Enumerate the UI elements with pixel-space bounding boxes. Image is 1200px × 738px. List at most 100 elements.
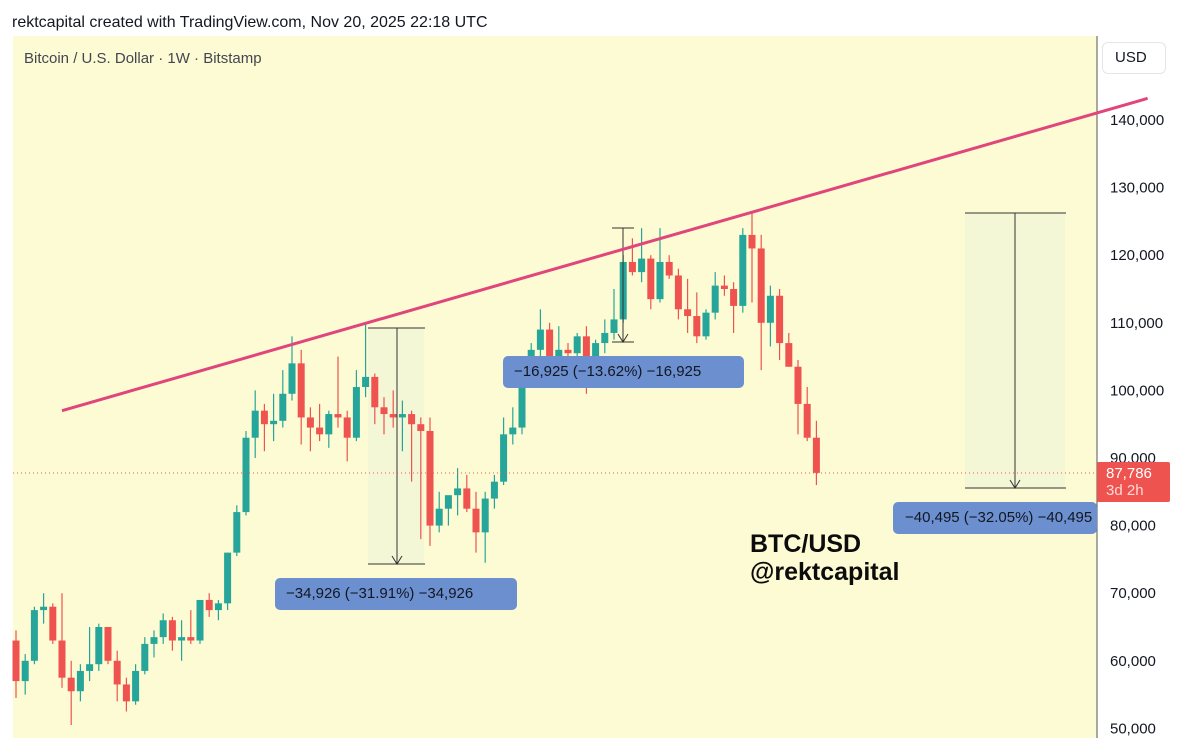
candle [288,336,296,401]
candle [306,407,314,452]
candle [187,610,195,644]
last-price-tag: 87,786 3d 2h [1097,462,1170,502]
candle-countdown: 3d 2h [1106,482,1144,499]
candle-body [564,349,572,354]
candle-body [288,363,296,394]
candle-body [205,599,213,611]
last-price-value: 87,786 [1106,465,1152,482]
candle-body [408,414,416,425]
candle-body [500,434,508,482]
candle [693,292,701,344]
candle [113,650,121,702]
price-tick-label: 110,000 [1110,315,1163,332]
candle-body [748,234,756,249]
candle [463,474,471,513]
candle-body [67,677,75,692]
candle-body [665,261,673,276]
candle-body [306,417,314,428]
candle-body [656,261,664,300]
candle [398,400,406,452]
candle-body [638,258,646,273]
candle [224,552,232,611]
candle [343,410,351,462]
price-tick-label: 140,000 [1110,112,1164,129]
candle [316,403,324,442]
candle [720,275,728,296]
candle-body [684,309,692,317]
candle [30,606,38,665]
measure-arrow-third [965,212,1066,489]
candle [325,410,333,448]
candle-body [720,285,728,289]
candle [665,255,673,279]
range-box-first [368,328,424,564]
candle [702,309,710,340]
candle-body [352,387,360,438]
candle-body [178,637,186,641]
candle-body [196,599,204,641]
candle [628,238,636,276]
candle [490,474,498,509]
candle [279,370,287,428]
price-tick-label: 60,000 [1110,653,1156,670]
candle [67,660,75,726]
candle-body [233,512,241,553]
candle [389,390,397,428]
candle [546,322,554,357]
candle [739,228,747,313]
measure-label-second[interactable]: −16,925 (−13.62%) −16,925 [503,356,744,388]
currency-button[interactable]: USD [1102,42,1166,74]
candle [178,620,186,661]
price-tick-label: 100,000 [1110,382,1164,399]
candle-body [30,610,38,661]
candle [352,370,360,442]
candle [794,359,802,435]
candle-body [251,410,259,438]
candle [122,677,130,712]
candle [205,593,213,617]
candle-body [546,329,554,357]
candle-body [316,427,324,435]
candle [196,599,204,644]
candle-body [49,606,57,641]
resistance-trendline[interactable] [61,96,1149,413]
candle-body [104,627,112,661]
candle-body [86,664,94,671]
candle-body [739,234,747,306]
candle-body [417,424,425,431]
candle-body [187,637,195,641]
candle [638,228,646,283]
candle [362,322,370,398]
candle-body [297,363,305,418]
candle [454,468,462,516]
candle-body [647,258,655,300]
measure-label-first[interactable]: −34,926 (−31.91%) −34,926 [275,578,517,610]
candle-body [693,316,701,337]
candle [159,613,167,644]
candle-body [113,660,121,685]
candle-body [21,660,29,682]
candle-body [463,488,471,509]
candle-body [490,481,498,499]
header-text: rektcapital created with TradingView.com… [12,14,488,31]
candle [472,491,480,553]
candle-body [803,403,811,438]
candle [260,403,268,452]
price-axis[interactable] [1097,36,1200,738]
price-axis-labels: 140,000130,000120,000110,000100,00090,00… [1110,112,1164,737]
candle-body [711,285,719,313]
candle [426,417,434,546]
candle [601,319,609,354]
candle-body [766,295,774,323]
candle [371,373,379,425]
candle-body [76,670,84,692]
candle [417,417,425,540]
price-tick-label: 50,000 [1110,720,1156,737]
candle-body [536,329,544,350]
candle [150,630,158,658]
candle [380,397,388,435]
measure-label-third[interactable]: −40,495 (−32.05%) −40,495 [893,502,1097,534]
candle [776,289,784,360]
candle-body [794,366,802,404]
watermark-line-1: BTC/USD [750,530,862,558]
